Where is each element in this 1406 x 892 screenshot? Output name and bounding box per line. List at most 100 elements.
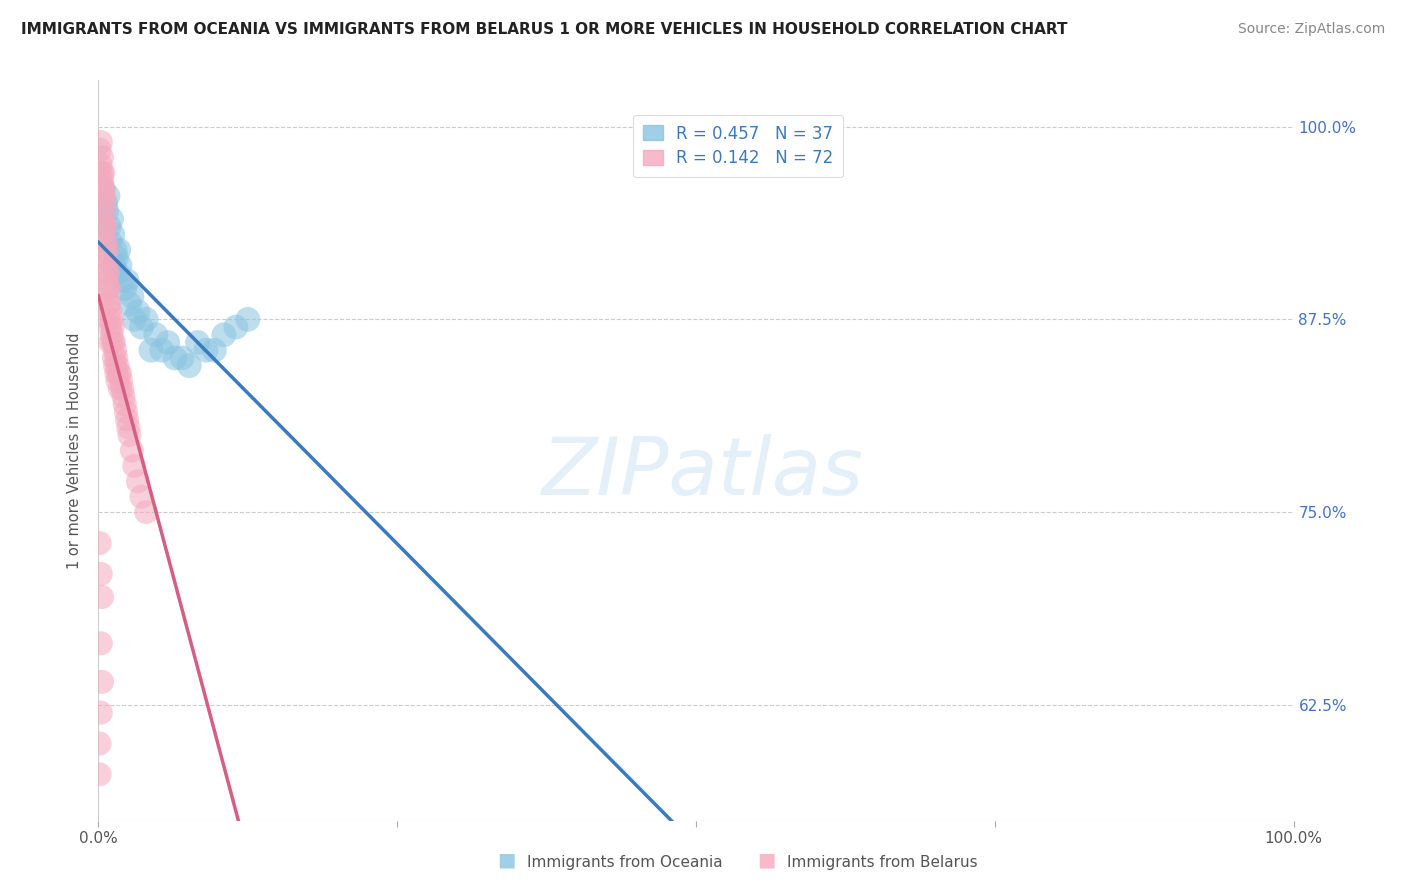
Point xyxy=(117,420,139,434)
Point xyxy=(97,266,120,280)
Point xyxy=(108,258,131,272)
Point xyxy=(94,266,117,280)
Point xyxy=(108,367,131,381)
Point xyxy=(90,636,112,650)
Point xyxy=(121,289,143,303)
Point xyxy=(91,166,114,180)
Point xyxy=(112,389,135,403)
Point xyxy=(93,204,115,219)
Point xyxy=(103,335,125,350)
Point xyxy=(94,251,117,265)
Point xyxy=(90,158,112,172)
Text: ■: ■ xyxy=(496,851,516,870)
Point xyxy=(114,397,136,411)
Point xyxy=(91,590,114,604)
Point xyxy=(107,266,129,280)
Point xyxy=(127,304,149,318)
Point xyxy=(124,312,146,326)
Point xyxy=(118,428,141,442)
Point xyxy=(90,135,112,149)
Point xyxy=(115,274,138,288)
Point xyxy=(103,258,125,272)
Point xyxy=(135,505,157,519)
Point xyxy=(96,274,118,288)
Point xyxy=(91,196,114,211)
Point xyxy=(90,566,112,581)
Point xyxy=(89,143,111,157)
Point xyxy=(90,181,112,195)
Point xyxy=(202,343,225,358)
Point xyxy=(91,166,114,180)
Point xyxy=(91,150,114,164)
Point xyxy=(94,235,117,250)
Text: Source: ZipAtlas.com: Source: ZipAtlas.com xyxy=(1237,22,1385,37)
Point xyxy=(131,320,153,334)
Point xyxy=(98,312,121,326)
Point xyxy=(91,181,114,195)
Point xyxy=(96,204,118,219)
Point xyxy=(93,219,115,234)
Point xyxy=(104,243,127,257)
Point xyxy=(124,458,146,473)
Point xyxy=(105,251,128,265)
Point xyxy=(115,405,138,419)
Point xyxy=(107,374,129,388)
Point xyxy=(131,490,153,504)
Point xyxy=(114,281,136,295)
Point xyxy=(103,351,125,365)
Text: IMMIGRANTS FROM OCEANIA VS IMMIGRANTS FROM BELARUS 1 OR MORE VEHICLES IN HOUSEHO: IMMIGRANTS FROM OCEANIA VS IMMIGRANTS FR… xyxy=(21,22,1067,37)
Point xyxy=(89,737,111,751)
Point xyxy=(118,297,141,311)
Point xyxy=(91,181,114,195)
Legend: R = 0.457   N = 37, R = 0.142   N = 72: R = 0.457 N = 37, R = 0.142 N = 72 xyxy=(633,114,844,178)
Point xyxy=(135,312,157,326)
Point xyxy=(163,351,186,365)
Text: Immigrants from Belarus: Immigrants from Belarus xyxy=(787,855,979,870)
Point xyxy=(98,304,122,318)
Point xyxy=(97,281,120,295)
Point xyxy=(94,196,117,211)
Point xyxy=(105,351,128,365)
Y-axis label: 1 or more Vehicles in Household: 1 or more Vehicles in Household xyxy=(67,332,83,569)
Text: ■: ■ xyxy=(756,851,776,870)
Point xyxy=(179,359,201,373)
Point xyxy=(105,367,128,381)
Point xyxy=(156,335,179,350)
Point xyxy=(150,343,173,358)
Point xyxy=(93,235,115,250)
Point xyxy=(91,173,114,187)
Point xyxy=(145,327,167,342)
Point xyxy=(89,166,111,180)
Point xyxy=(96,289,118,303)
Point xyxy=(97,189,120,203)
Point xyxy=(100,312,122,326)
Point xyxy=(212,327,235,342)
Point xyxy=(98,235,122,250)
Point xyxy=(100,212,122,227)
Point xyxy=(89,536,111,550)
Point xyxy=(91,181,114,195)
Text: ZIPatlas: ZIPatlas xyxy=(541,434,865,512)
Point xyxy=(93,251,115,265)
Point xyxy=(98,297,121,311)
Point xyxy=(107,367,129,381)
Point xyxy=(187,335,209,350)
Point xyxy=(101,320,124,334)
Point xyxy=(101,335,124,350)
Point xyxy=(90,706,112,720)
Point xyxy=(108,382,131,396)
Point xyxy=(91,189,114,203)
Point xyxy=(111,382,134,396)
Point xyxy=(225,320,247,334)
Point xyxy=(91,212,114,227)
Point xyxy=(127,475,149,489)
Point xyxy=(107,359,129,373)
Point xyxy=(96,258,118,272)
Point xyxy=(115,412,138,426)
Point xyxy=(98,219,121,234)
Point xyxy=(107,243,129,257)
Point xyxy=(89,767,111,781)
Point xyxy=(104,359,127,373)
Point xyxy=(93,189,115,203)
Point xyxy=(236,312,259,326)
